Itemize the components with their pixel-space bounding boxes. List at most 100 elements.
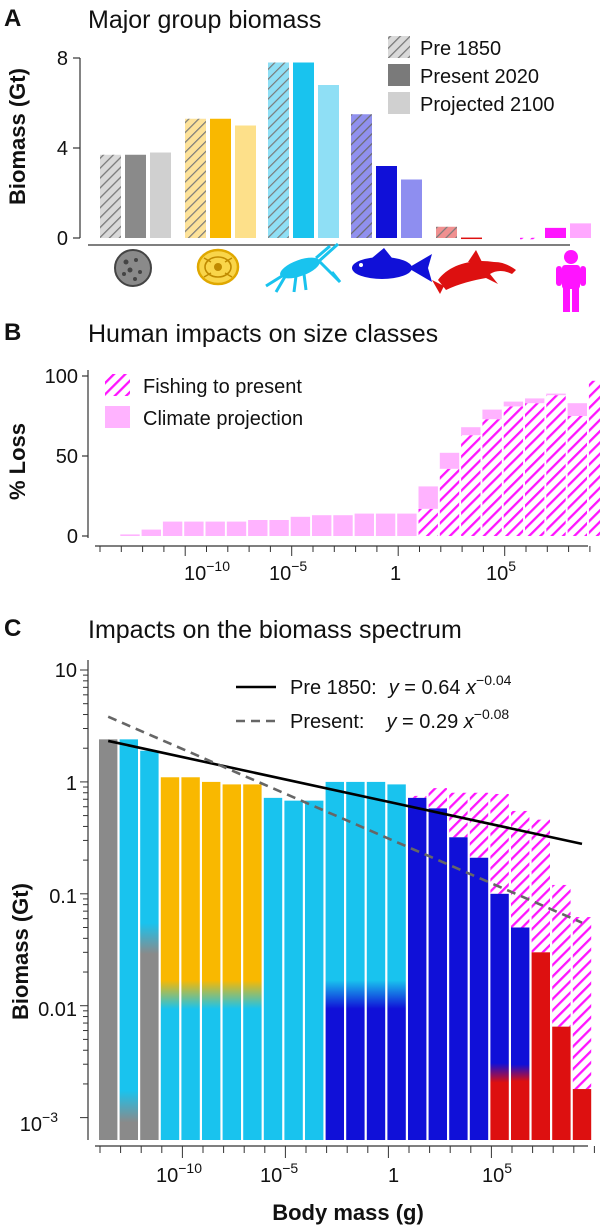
- legend-swatch-present2020: [388, 64, 410, 86]
- panel-c-bars: [99, 739, 592, 1140]
- panel-b: B Human impacts on size classes % Loss 0…: [4, 319, 600, 585]
- fishing-bar-20: [546, 395, 566, 536]
- bar-humans-pre-1850: [520, 237, 541, 240]
- spectrum-bar-21: [531, 952, 550, 1140]
- loss-bar-17: [449, 792, 468, 838]
- legend-fit-pre1850: Pre 1850: y = 0.64 x−0.04: [290, 672, 512, 699]
- spectrum-bar-15: [408, 797, 427, 1140]
- panel-b-xtick-p5: 105: [486, 558, 516, 585]
- spectrum-bar-17: [449, 837, 468, 1140]
- loss-bar-23: [572, 917, 592, 1090]
- panel-c-y-ticks: [80, 669, 88, 1119]
- panel-a-ytick-8: 8: [57, 48, 68, 70]
- bar-protists-pre-1850: [185, 118, 206, 238]
- bar-protists-projected-2100: [235, 125, 256, 238]
- climate-bar-4: [205, 521, 225, 536]
- panel-c-ytick-0.01: 0.01: [38, 999, 77, 1021]
- svg-text:A: A: [4, 5, 21, 32]
- panel-c-ylabel: Biomass (Gt): [8, 883, 33, 1020]
- bar-humans-present-2020: [545, 227, 566, 238]
- spectrum-bar-1: [119, 739, 138, 1140]
- panel-c-ytick-10: 10: [55, 660, 77, 682]
- panel-c-legend: Pre 1850: y = 0.64 x−0.04 Present: y = 0.2…: [236, 672, 512, 733]
- climate-bar-5: [226, 521, 247, 536]
- spectrum-bar-23: [572, 1089, 592, 1140]
- panel-b-bars: [120, 380, 600, 536]
- climate-bar-20: [546, 393, 566, 396]
- fit-line-present: [107, 715, 583, 924]
- fish-icon: [352, 248, 432, 282]
- legend-label-projected2100: Projected 2100: [420, 94, 555, 116]
- loss-bar-16: [428, 788, 447, 809]
- panel-b-xtick-m10: 10−10: [184, 558, 230, 585]
- panel-c-xlabel: Body mass (g): [272, 1200, 424, 1225]
- climate-bar-14: [418, 486, 438, 509]
- fishing-bar-18: [503, 406, 524, 536]
- panel-c-xtick-p5: 105: [482, 1160, 512, 1187]
- bar-fish-projected-2100: [401, 179, 422, 238]
- climate-bar-2: [162, 521, 183, 536]
- spectrum-bar-4: [181, 777, 200, 1140]
- dolphin-icon: [432, 250, 516, 294]
- fit-line-pre1850: [107, 739, 583, 846]
- panel-b-legend: Fishing to present Climate projection: [105, 374, 303, 430]
- climate-bar-19: [525, 398, 545, 404]
- spectrum-bar-16: [428, 808, 447, 1140]
- bar-marine-mammals-present-2020: [461, 237, 482, 240]
- panel-b-ylabel: % Loss: [5, 423, 30, 500]
- bar-zooplankton-projected-2100: [318, 85, 339, 238]
- svg-text:B: B: [4, 319, 21, 346]
- bar-bacteria-present-2020: [125, 154, 146, 238]
- panel-a-ytick-4: 4: [57, 138, 68, 160]
- bar-bacteria-projected-2100: [150, 152, 171, 238]
- panel-c-title: Impacts on the biomass spectrum: [88, 616, 462, 644]
- fishing-bar-15: [439, 468, 460, 536]
- panel-c-ytick-0.1: 0.1: [49, 886, 77, 908]
- panel-a-ylabel: Biomass (Gt): [5, 68, 30, 205]
- panel-b-xtick-m5: 10−5: [269, 558, 307, 585]
- spectrum-bar-5: [202, 781, 221, 1140]
- bar-marine-mammals-pre-1850: [436, 226, 457, 238]
- climate-bar-3: [184, 521, 204, 536]
- panel-b-ytick-0: 0: [67, 526, 78, 548]
- climate-bar-9: [312, 515, 332, 536]
- spectrum-bar-8: [263, 797, 283, 1140]
- bar-protists-present-2020: [210, 118, 231, 238]
- climate-bar-21: [567, 403, 587, 416]
- spectrum-bar-7: [243, 784, 262, 1140]
- bar-humans-projected-2100: [570, 223, 591, 238]
- climate-bar-6: [248, 520, 268, 536]
- legend-fit-present: Present: y = 0.29 x−0.08: [290, 706, 509, 733]
- spectrum-bar-10: [305, 800, 324, 1140]
- panel-a: A Major group biomass Biomass (Gt) 0 4 8…: [4, 5, 591, 312]
- fishing-bar-17: [482, 419, 502, 536]
- spectrum-bar-13: [366, 781, 386, 1140]
- climate-bar-15: [439, 452, 460, 469]
- protist-icon: [196, 248, 240, 286]
- fishing-bar-19: [525, 403, 545, 536]
- panel-a-bars: [100, 62, 591, 240]
- climate-bar-17: [482, 409, 502, 420]
- panel-a-y-ticks: 0 4 8: [57, 48, 80, 250]
- copepod-icon: [265, 242, 342, 293]
- panel-c-ytick-1: 1: [66, 773, 77, 795]
- legend-swatch-fishing: [105, 374, 130, 396]
- panel-c: C Impacts on the biomass spectrum Biomas…: [4, 615, 595, 1225]
- panel-c-ytick-1e-3: 10−3: [20, 1109, 58, 1136]
- climate-bar-7: [269, 520, 289, 536]
- bar-bacteria-pre-1850: [100, 154, 121, 238]
- bar-fish-pre-1850: [351, 114, 372, 238]
- climate-bar-11: [354, 513, 374, 536]
- climate-bar-13: [397, 513, 417, 536]
- spectrum-bar-0: [99, 739, 118, 1140]
- climate-bar-8: [290, 516, 311, 536]
- panel-b-xtick-1: 1: [390, 563, 401, 585]
- human-icon: [556, 250, 586, 312]
- climate-bar-1: [141, 529, 161, 536]
- spectrum-bar-19: [490, 893, 509, 1140]
- bar-zooplankton-present-2020: [293, 62, 314, 238]
- panel-c-xtick-m5: 10−5: [260, 1160, 298, 1187]
- panel-b-ytick-50: 50: [56, 446, 78, 468]
- climate-bar-16: [461, 427, 481, 436]
